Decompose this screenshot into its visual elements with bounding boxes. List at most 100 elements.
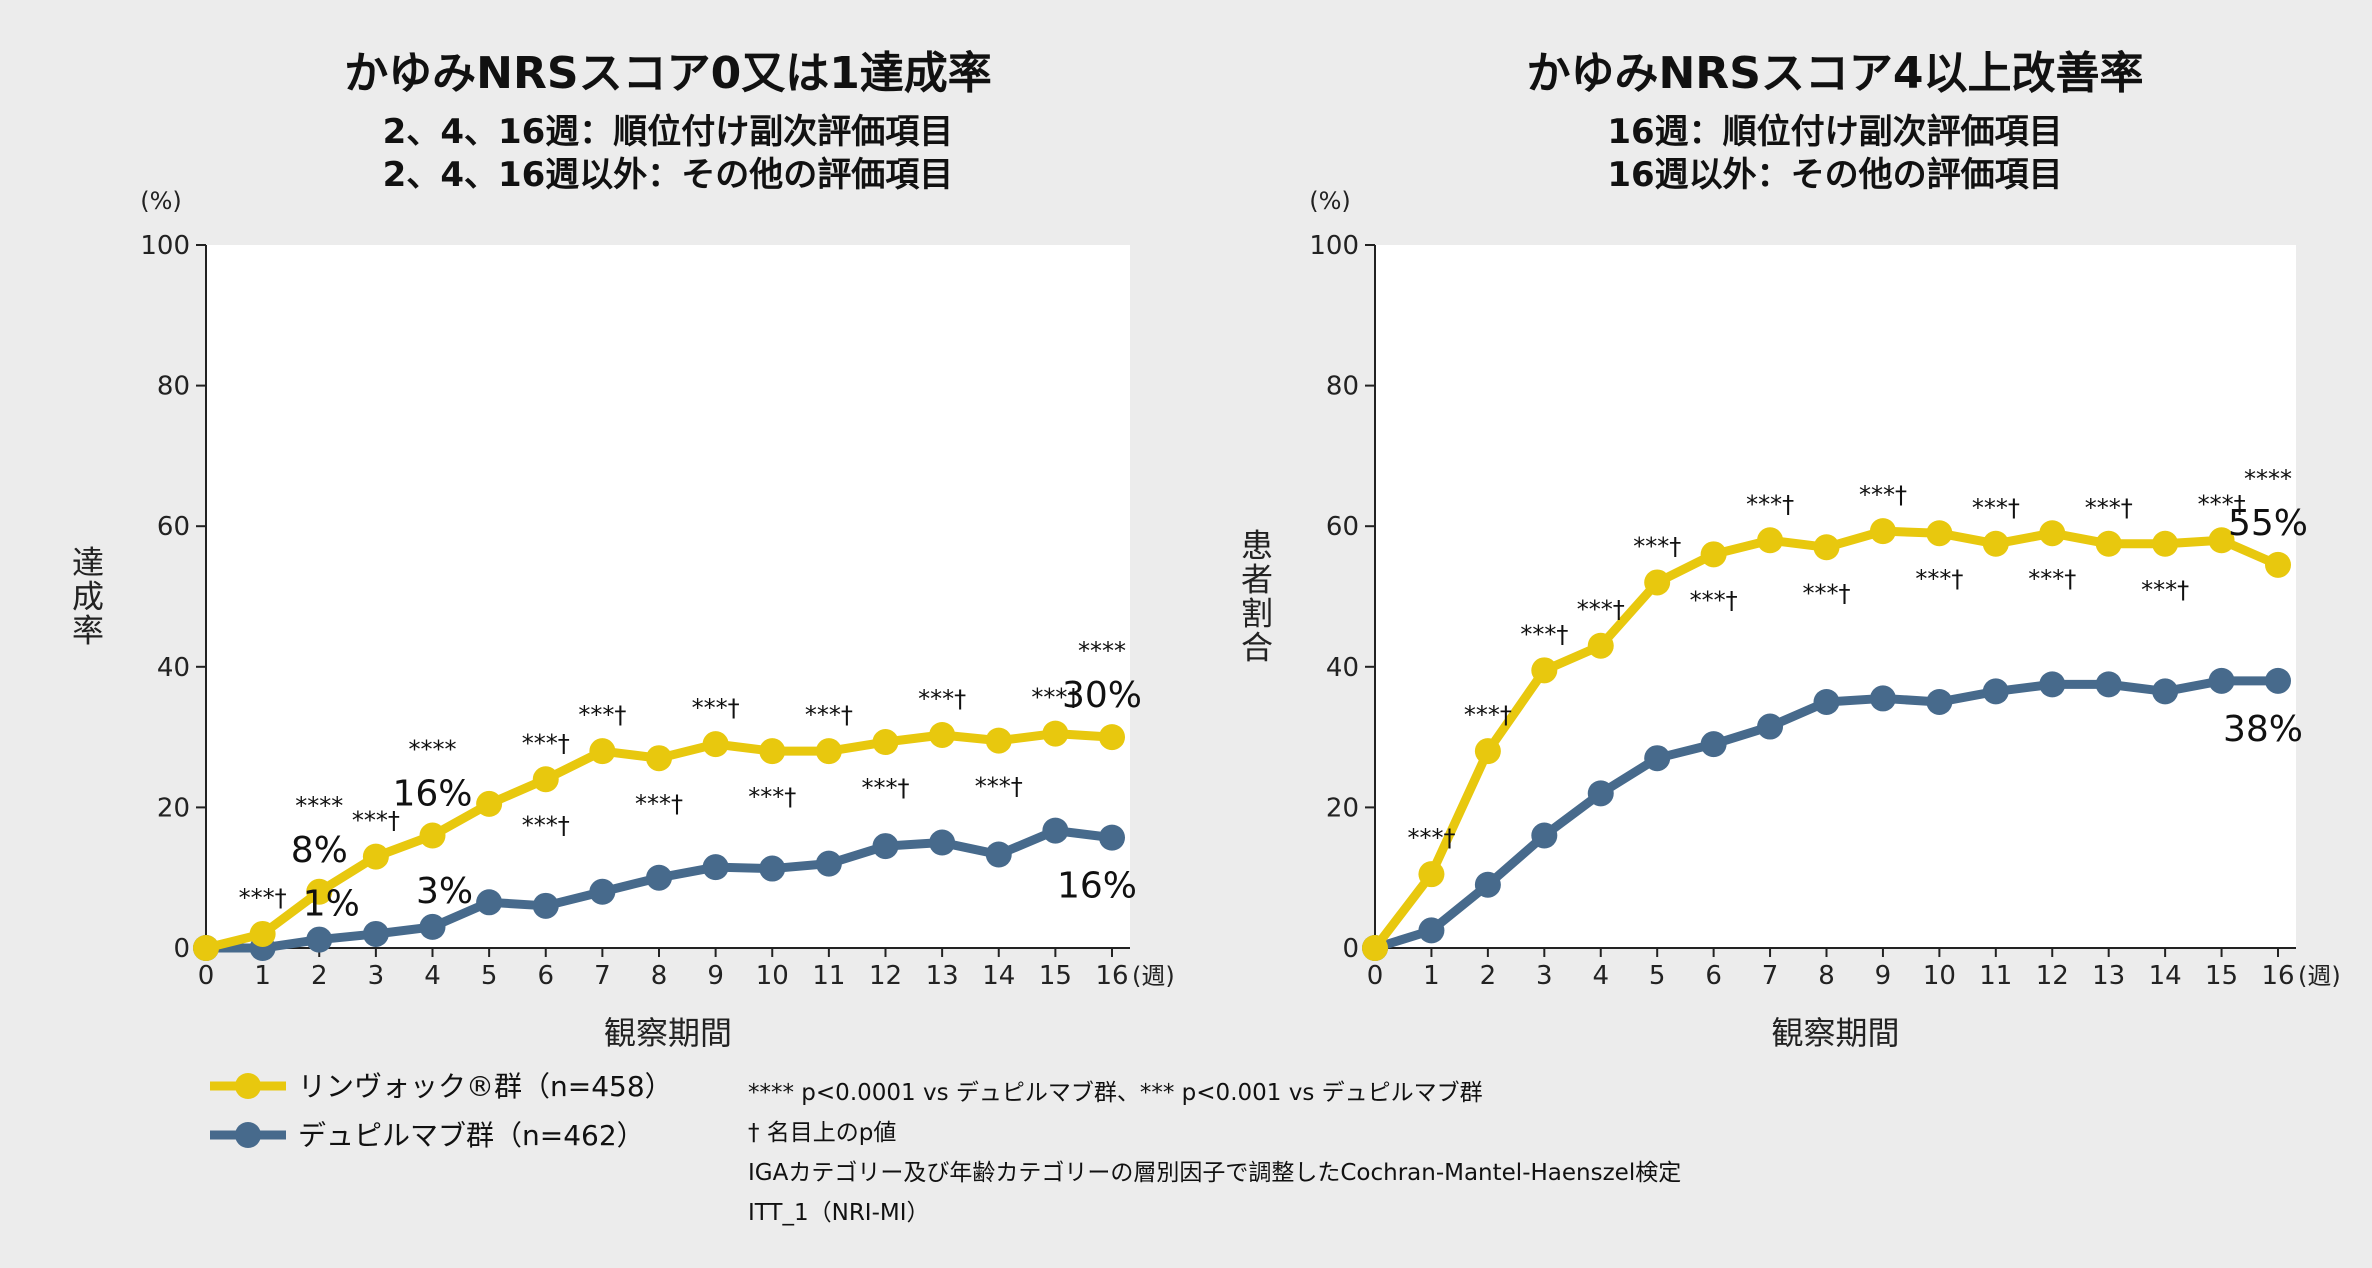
panel1-chart-subtitle: 2、4、16週以外：その他の評価項目 (383, 155, 954, 195)
panel2-upadacitinib-point (2039, 520, 2066, 547)
panel2-upadacitinib-point (1926, 520, 1953, 547)
panel1-significance-marker: ***† (862, 774, 910, 802)
panel2-dupilumab-point (1700, 731, 1727, 758)
panel1-x-tick-label: 4 (424, 961, 441, 991)
panel1-x-tick-label: 16 (1095, 961, 1128, 991)
panel2-significance-marker: ***† (1803, 579, 1851, 607)
panel2-dupilumab-point (1474, 871, 1501, 898)
panel1-dupilumab-point (872, 833, 899, 860)
panel1-upadacitinib-point (419, 822, 446, 849)
panel2-upadacitinib-point (1531, 657, 1558, 684)
panel1-x-tick-label: 5 (481, 961, 498, 991)
panel1-x-tick-label: 9 (707, 961, 724, 991)
panel2-y-tick-label: 20 (1326, 793, 1359, 823)
panel2-upadacitinib-point (1474, 738, 1501, 765)
panel1-y-tick-label: 0 (173, 934, 190, 964)
panel1-value-stars: **** (1078, 637, 1126, 665)
panel1-dupilumab-point (815, 850, 842, 877)
panel2-y-tick-label: 80 (1326, 372, 1359, 402)
panel1-value-label: 8% (291, 830, 348, 871)
panel1-y-unit-label: (%) (140, 187, 182, 215)
panel2-upadacitinib-point (1362, 935, 1388, 961)
footnote: IGAカテゴリー及び年齢カテゴリーの層別因子で調整したCochran-Mante… (748, 1160, 1681, 1186)
panel2-dupilumab-point (1587, 780, 1614, 807)
panel1-dupilumab-point (985, 841, 1012, 868)
panel1-x-tick-label: 11 (812, 961, 845, 991)
panel2-upadacitinib-point (1982, 530, 2009, 557)
panel1-upadacitinib-point (589, 738, 616, 765)
panel2-y-tick-label: 40 (1326, 653, 1359, 683)
panel2-dupilumab-point (1982, 678, 2009, 705)
panel1-value-stars: **** (295, 792, 343, 820)
panel2-dupilumab-point (1813, 688, 1840, 715)
panel2-significance-marker: ***† (1577, 596, 1625, 624)
panel2-x-tick-label: 4 (1592, 961, 1609, 991)
panel1-dupilumab-point (476, 889, 503, 916)
legend-label: リンヴォック®群（n=458） (298, 1070, 673, 1103)
panel2-significance-marker: ***† (1464, 701, 1512, 729)
panel1-dupilumab-point (1042, 817, 1069, 844)
panel2-x-tick-label: 0 (1367, 961, 1384, 991)
panel1-x-axis-label: 観察期間 (604, 1014, 732, 1052)
panel1-dupilumab-point (419, 913, 446, 940)
panel1-dupilumab-point (589, 878, 616, 905)
panel2-x-tick-label: 5 (1649, 961, 1666, 991)
panel1-dupilumab-point (362, 920, 389, 947)
panel2-dupilumab-point (1926, 688, 1953, 715)
panel1-upadacitinib-point (1042, 720, 1069, 747)
panel2-chart-title: かゆみNRSスコア4以上改善率 (1526, 48, 2143, 99)
panel1-significance-marker: ***† (352, 807, 400, 835)
panel1-upadacitinib-point (929, 721, 956, 748)
panel2-y-axis-label: 患者割合 (1236, 529, 1274, 665)
panel1-dupilumab-point (532, 892, 559, 919)
panel2-upadacitinib-point (1757, 527, 1784, 554)
panel1-upadacitinib-point (872, 729, 899, 756)
panel1-value-label: 16% (1057, 866, 1137, 907)
panel1-x-tick-label: 3 (368, 961, 385, 991)
panel1-upadacitinib-point (249, 920, 276, 947)
panel2-x-tick-label: 1 (1423, 961, 1440, 991)
panel1-x-tick-label: 15 (1039, 961, 1072, 991)
panel1-upadacitinib-point (193, 935, 219, 961)
panel2-significance-marker: ***† (1746, 490, 1794, 518)
panel2-dupilumab-point (1531, 822, 1558, 849)
panel1-dupilumab-point (702, 854, 729, 881)
panel1-upadacitinib-point (985, 727, 1012, 754)
panel2-upadacitinib-point (1587, 632, 1614, 659)
panel2-dupilumab-point (2152, 678, 2179, 705)
panel2-dupilumab-point (2039, 671, 2066, 698)
panel1-x-tick-label: 2 (311, 961, 328, 991)
panel1-significance-marker: ***† (578, 701, 626, 729)
panel2-dupilumab-point (1418, 917, 1445, 944)
panel1-x-tick-label: 8 (651, 961, 668, 991)
panel1-x-tick-label: 14 (982, 961, 1015, 991)
panel2-x-tick-label: 12 (2036, 961, 2069, 991)
panel2-significance-marker: ***† (1859, 481, 1907, 509)
panel1-significance-marker: ***† (522, 729, 570, 757)
panel1-significance-marker: ***† (239, 884, 287, 912)
panel1-x-tick-label: 12 (869, 961, 902, 991)
panel2-significance-marker: ***† (1407, 824, 1455, 852)
panel2-upadacitinib-point (1644, 569, 1671, 596)
panel1-y-tick-label: 100 (140, 231, 190, 261)
panel2-upadacitinib-point (1700, 541, 1727, 568)
panel2-dupilumab-point (2095, 671, 2122, 698)
footnote: **** p<0.0001 vs デュピルマブ群、*** p<0.001 vs … (748, 1080, 1483, 1106)
panel1-significance-marker: ***† (635, 790, 683, 818)
panel2-upadacitinib-point (2152, 530, 2179, 557)
panel1-significance-marker: ***† (1031, 684, 1079, 712)
panel2-upadacitinib-point (1418, 861, 1445, 888)
panel2-upadacitinib-point (2265, 551, 2291, 578)
panel2-y-tick-label: 0 (1342, 934, 1359, 964)
panel2-dupilumab-point (1644, 745, 1671, 772)
panel1-value-label: 30% (1062, 675, 1142, 716)
panel1-upadacitinib-point (1099, 724, 1125, 751)
panel2-chart-subtitle: 16週：順位付け副次評価項目 (1607, 112, 2062, 152)
panel2-significance-marker: ***† (1972, 494, 2020, 522)
panel1-significance-marker: ***† (748, 783, 796, 811)
panel1-dupilumab-point (759, 855, 786, 882)
panel2-chart-subtitle: 16週以外：その他の評価項目 (1607, 155, 2062, 195)
footnote: ITT_1（NRI-MI） (748, 1200, 930, 1226)
